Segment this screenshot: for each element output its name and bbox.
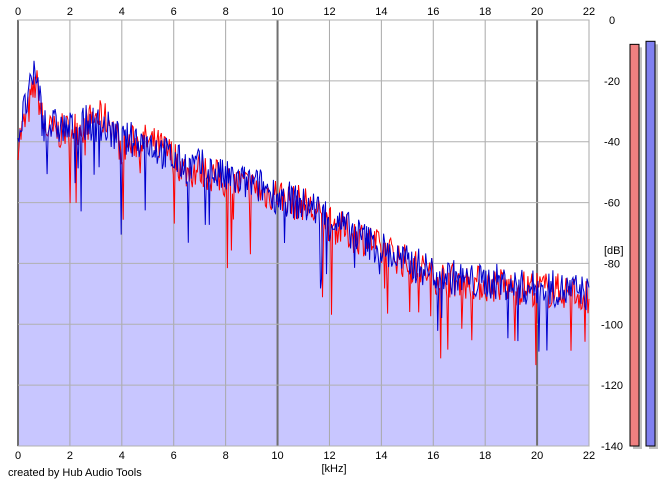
x-tick-label-bottom: 4 [119,450,125,462]
y-axis-label: [dB] [604,245,624,257]
x-tick-label-bottom: 12 [323,450,335,462]
x-axis-bottom-ticks: 0 2 4 6 8 10 12 14 16 18 20 22 [15,450,595,462]
x-tick-label-bottom: 2 [67,450,73,462]
x-tick-label-top: 14 [375,6,387,18]
credit-text: created by Hub Audio Tools [8,467,142,479]
x-tick-label-bottom: 0 [15,450,21,462]
x-tick-label-top: 16 [427,6,439,18]
level-meters [629,40,658,450]
x-tick-label-bottom: 18 [479,450,491,462]
y-tick-label: -20 [604,76,620,88]
x-tick-label-top: 10 [271,6,283,18]
x-tick-label-top: 6 [171,6,177,18]
x-tick-label-bottom: 22 [583,450,595,462]
y-tick-label: -80 [604,258,620,270]
y-tick-label: -140 [601,441,623,453]
spectrum-lines [17,60,590,366]
x-tick-label-bottom: 20 [531,450,543,462]
x-tick-label-top: 20 [531,6,543,18]
x-tick-label-top: 22 [583,6,595,18]
x-axis-label: [kHz] [321,463,346,475]
x-axis-top-ticks: 0 2 4 6 8 10 12 14 16 18 20 22 [15,6,595,18]
right-level-meter [645,40,656,447]
y-tick-label: -120 [601,380,623,392]
y-tick-label: -60 [604,198,620,210]
x-tick-label-top: 8 [223,6,229,18]
y-tick-label: -40 [604,137,620,149]
x-tick-label-bottom: 10 [271,450,283,462]
y-tick-label: 0 [609,15,615,27]
right-channel-spectrum-line [17,60,590,352]
x-tick-label-top: 4 [119,6,125,18]
x-tick-label-bottom: 14 [375,450,387,462]
x-tick-label-bottom: 8 [223,450,229,462]
y-axis-ticks: 0 -20 -40 -60 -80 -100 -120 -140 [601,15,623,453]
x-tick-label-top: 2 [67,6,73,18]
x-tick-label-bottom: 16 [427,450,439,462]
spectrum-fill-layer [18,60,589,447]
left-level-meter [629,43,640,447]
x-tick-label-top: 0 [15,6,21,18]
spectrum-fill-area [18,60,589,447]
x-tick-label-bottom: 6 [171,450,177,462]
x-tick-label-top: 18 [479,6,491,18]
grid [17,19,590,447]
y-tick-label: -100 [601,319,623,331]
x-tick-label-top: 12 [323,6,335,18]
